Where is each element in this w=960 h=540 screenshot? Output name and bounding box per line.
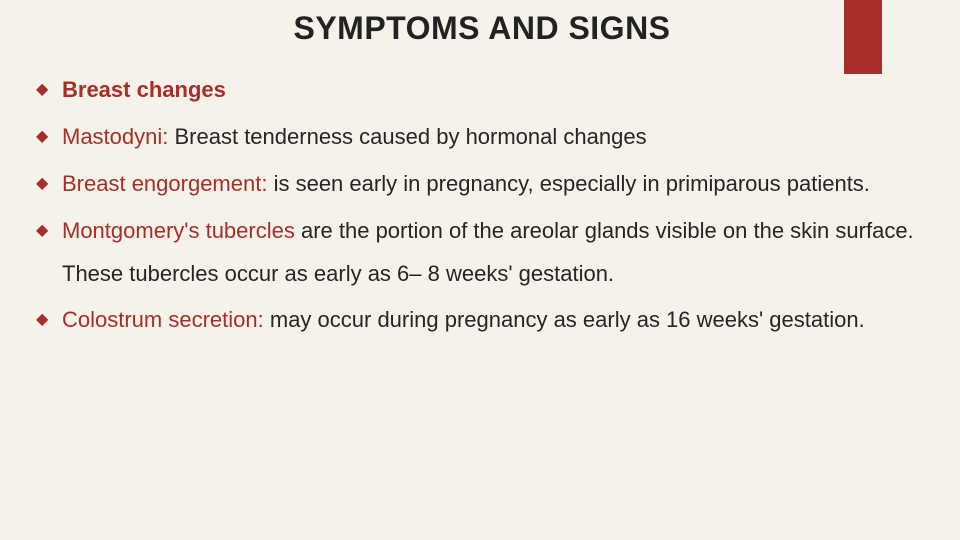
bullet-list: Breast changes Mastodyni: Breast tendern…: [36, 69, 928, 342]
bullet-lead: Colostrum secretion:: [62, 307, 264, 332]
bullet-rest: is seen early in pregnancy, especially i…: [267, 171, 869, 196]
bullet-lead: Montgomery's tubercles: [62, 218, 295, 243]
bullet-lead: Breast changes: [62, 77, 226, 102]
slide-title: SYMPTOMS AND SIGNS: [36, 10, 928, 47]
bullet-item: Montgomery's tubercles are the portion o…: [36, 210, 928, 296]
bullet-lead: Mastodyni:: [62, 124, 168, 149]
bullet-item: Breast engorgement: is seen early in pre…: [36, 163, 928, 206]
accent-block: [844, 0, 882, 74]
bullet-lead: Breast engorgement:: [62, 171, 267, 196]
bullet-item: Mastodyni: Breast tenderness caused by h…: [36, 116, 928, 159]
bullet-rest: may occur during pregnancy as early as 1…: [264, 307, 865, 332]
bullet-item: Breast changes: [36, 69, 928, 112]
slide-body: SYMPTOMS AND SIGNS Breast changes Mastod…: [0, 0, 960, 366]
bullet-item: Colostrum secretion: may occur during pr…: [36, 299, 928, 342]
bullet-rest: Breast tenderness caused by hormonal cha…: [168, 124, 646, 149]
